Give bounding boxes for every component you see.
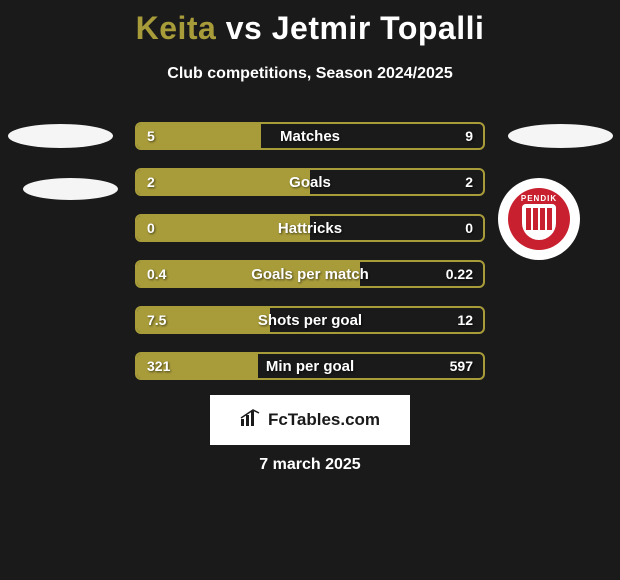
- page-title: Keita vs Jetmir Topalli: [0, 0, 620, 47]
- stat-bar: 00Hattricks: [135, 214, 485, 242]
- player1-avatar-bottom: [23, 178, 118, 200]
- stat-value-left: 5: [147, 124, 155, 148]
- stat-value-right: 0: [465, 216, 473, 240]
- stat-value-left: 7.5: [147, 308, 166, 332]
- chart-icon: [240, 409, 262, 432]
- stat-bar-fill: [137, 124, 261, 148]
- crest-shield: [522, 204, 556, 240]
- crest-stripes: [526, 208, 552, 230]
- stat-bar-fill: [137, 216, 310, 240]
- player2-club-crest: PENDIK: [498, 178, 580, 260]
- stat-value-right: 597: [450, 354, 473, 378]
- stat-value-left: 2: [147, 170, 155, 194]
- vs-text: vs: [226, 10, 263, 46]
- stat-value-left: 0.4: [147, 262, 166, 286]
- stat-bar: 59Matches: [135, 122, 485, 150]
- player1-name: Keita: [136, 10, 217, 46]
- stat-bar: 321597Min per goal: [135, 352, 485, 380]
- stat-value-right: 12: [457, 308, 473, 332]
- source-box: FcTables.com: [210, 395, 410, 445]
- subtitle: Club competitions, Season 2024/2025: [0, 65, 620, 83]
- source-text: FcTables.com: [268, 410, 380, 430]
- player1-avatar-top: [8, 124, 113, 148]
- stat-value-left: 0: [147, 216, 155, 240]
- stat-bar-fill: [137, 262, 360, 286]
- stat-value-right: 2: [465, 170, 473, 194]
- stat-bar: 0.40.22Goals per match: [135, 260, 485, 288]
- crest-inner: PENDIK: [508, 188, 570, 250]
- stat-value-right: 9: [465, 124, 473, 148]
- crest-label: PENDIK: [521, 194, 557, 203]
- comparison-bars: 59Matches22Goals00Hattricks0.40.22Goals …: [135, 122, 485, 398]
- player2-name: Jetmir Topalli: [272, 10, 485, 46]
- stat-value-left: 321: [147, 354, 170, 378]
- stat-bar: 7.512Shots per goal: [135, 306, 485, 334]
- stat-bar: 22Goals: [135, 168, 485, 196]
- stat-value-right: 0.22: [446, 262, 473, 286]
- stat-bar-fill: [137, 170, 310, 194]
- player2-avatar-top: [508, 124, 613, 148]
- date-text: 7 march 2025: [0, 456, 620, 474]
